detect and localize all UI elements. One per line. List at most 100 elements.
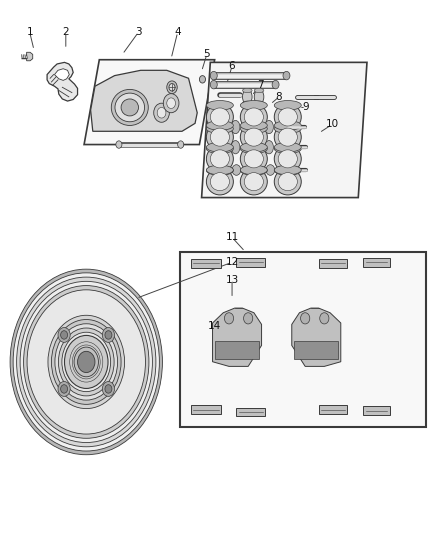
Text: 3: 3 [135, 27, 142, 37]
Ellipse shape [265, 120, 273, 134]
FancyBboxPatch shape [191, 406, 221, 414]
Circle shape [17, 277, 156, 447]
Ellipse shape [240, 146, 267, 172]
Ellipse shape [206, 166, 233, 175]
Text: 8: 8 [276, 92, 283, 102]
Ellipse shape [244, 173, 263, 191]
Circle shape [58, 328, 114, 396]
Ellipse shape [266, 165, 275, 175]
Ellipse shape [240, 144, 267, 154]
Ellipse shape [240, 124, 267, 133]
Ellipse shape [243, 88, 252, 93]
Circle shape [51, 319, 121, 405]
Polygon shape [215, 341, 259, 359]
Ellipse shape [274, 124, 301, 133]
Circle shape [167, 98, 176, 109]
Ellipse shape [210, 150, 230, 168]
Text: 4: 4 [174, 27, 181, 37]
Ellipse shape [240, 165, 267, 175]
Ellipse shape [254, 90, 264, 104]
Circle shape [27, 290, 145, 434]
Polygon shape [47, 62, 78, 101]
Polygon shape [84, 60, 215, 144]
Ellipse shape [240, 168, 267, 195]
Circle shape [62, 332, 111, 392]
Ellipse shape [243, 90, 252, 104]
Circle shape [210, 80, 217, 89]
Polygon shape [292, 308, 341, 366]
Circle shape [74, 347, 99, 377]
Ellipse shape [274, 144, 301, 154]
Circle shape [58, 382, 70, 397]
FancyBboxPatch shape [364, 407, 390, 415]
Circle shape [199, 76, 205, 83]
Text: 6: 6 [229, 61, 235, 71]
Ellipse shape [206, 124, 233, 150]
Ellipse shape [274, 146, 301, 172]
Ellipse shape [210, 173, 230, 191]
Ellipse shape [240, 142, 267, 152]
FancyBboxPatch shape [237, 258, 265, 266]
Ellipse shape [240, 104, 267, 130]
Circle shape [60, 330, 67, 339]
Ellipse shape [274, 165, 301, 175]
Ellipse shape [278, 150, 297, 168]
Ellipse shape [274, 120, 301, 130]
Circle shape [105, 330, 112, 339]
Ellipse shape [240, 101, 267, 110]
Text: 2: 2 [63, 27, 69, 37]
Ellipse shape [265, 141, 273, 154]
Ellipse shape [231, 141, 240, 154]
Polygon shape [294, 341, 339, 359]
Ellipse shape [240, 124, 267, 150]
Circle shape [163, 94, 179, 113]
Circle shape [210, 71, 217, 80]
Ellipse shape [254, 88, 264, 93]
Circle shape [169, 84, 175, 91]
Ellipse shape [206, 142, 233, 152]
Text: 12: 12 [226, 257, 239, 267]
Circle shape [167, 81, 177, 94]
Ellipse shape [278, 128, 297, 146]
Ellipse shape [244, 108, 263, 126]
Circle shape [154, 103, 170, 122]
Text: 14: 14 [208, 321, 221, 331]
Ellipse shape [240, 166, 267, 175]
Text: 9: 9 [303, 102, 309, 112]
FancyBboxPatch shape [319, 259, 347, 268]
Circle shape [64, 335, 108, 389]
Polygon shape [91, 70, 197, 131]
FancyBboxPatch shape [237, 408, 265, 416]
Circle shape [13, 273, 159, 451]
Ellipse shape [210, 128, 230, 146]
Ellipse shape [206, 120, 233, 130]
Ellipse shape [274, 104, 301, 130]
Ellipse shape [115, 93, 145, 122]
Polygon shape [201, 62, 367, 198]
Circle shape [116, 141, 122, 148]
Circle shape [300, 313, 310, 324]
FancyBboxPatch shape [364, 258, 390, 266]
Circle shape [20, 281, 152, 442]
Ellipse shape [206, 146, 233, 172]
Ellipse shape [278, 108, 297, 126]
Ellipse shape [231, 120, 240, 134]
Ellipse shape [210, 108, 230, 126]
Ellipse shape [206, 124, 233, 133]
Circle shape [102, 382, 114, 397]
Ellipse shape [274, 101, 301, 110]
Ellipse shape [274, 166, 301, 175]
FancyBboxPatch shape [319, 406, 347, 414]
Circle shape [58, 327, 70, 342]
Ellipse shape [274, 168, 301, 195]
Text: 5: 5 [204, 50, 210, 59]
Circle shape [320, 313, 329, 324]
Ellipse shape [206, 144, 233, 154]
Circle shape [283, 71, 290, 80]
Circle shape [244, 313, 253, 324]
Circle shape [224, 313, 233, 324]
Text: 10: 10 [325, 119, 339, 130]
Ellipse shape [274, 124, 301, 150]
Circle shape [178, 141, 184, 148]
Ellipse shape [274, 142, 301, 152]
